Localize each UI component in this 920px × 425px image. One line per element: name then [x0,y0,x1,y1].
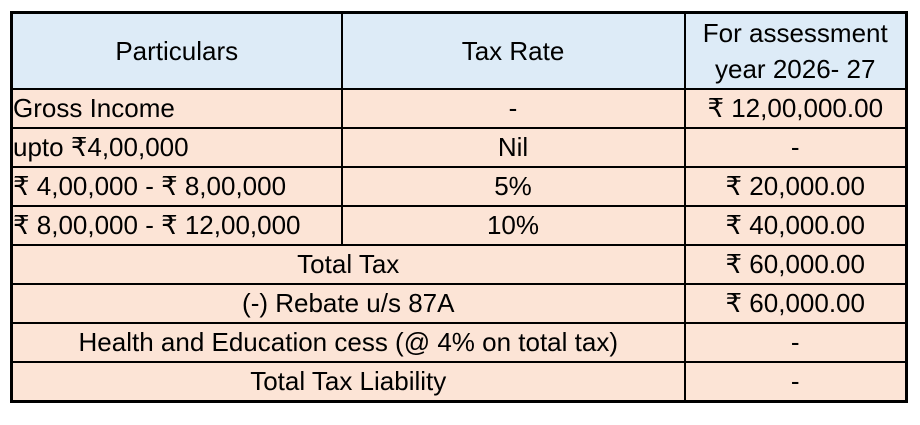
tax-computation-table: Particulars Tax Rate For assessment year… [10,11,908,403]
cell-amount: ₹ 60,000.00 [683,244,908,285]
table-row-health-education-cess: Health and Education cess (@ 4% on total… [10,322,908,363]
table-row-slab-upto-4l: upto ₹4,00,000 Nil - [10,127,908,168]
table-row-slab-4l-8l: ₹ 4,00,000 - ₹ 8,00,000 5% ₹ 20,000.00 [10,166,908,207]
cell-tax-rate: 5% [340,166,686,207]
cell-amount: ₹ 40,000.00 [683,205,908,246]
cell-summary-label: Total Tax Liability [10,361,686,403]
cell-particulars: ₹ 4,00,000 - ₹ 8,00,000 [10,166,343,207]
cell-summary-label: Total Tax [10,244,686,285]
cell-tax-rate: 10% [340,205,686,246]
assessment-year-line1: For assessment [702,18,888,48]
cell-summary-label: Health and Education cess (@ 4% on total… [10,322,686,363]
header-row: Particulars Tax Rate For assessment year… [10,11,908,90]
table-row-gross-income: Gross Income - ₹ 12,00,000.00 [10,88,908,129]
cell-particulars: ₹ 8,00,000 - ₹ 12,00,000 [10,205,343,246]
header-tax-rate: Tax Rate [340,11,686,90]
cell-amount: - [683,127,908,168]
table-row-rebate-87a: (-) Rebate u/s 87A ₹ 60,000.00 [10,283,908,324]
cell-tax-rate: - [340,88,686,129]
assessment-year-line2: year 2026- 27 [715,54,876,84]
cell-amount: ₹ 12,00,000.00 [683,88,908,129]
table-row-slab-8l-12l: ₹ 8,00,000 - ₹ 12,00,000 10% ₹ 40,000.00 [10,205,908,246]
cell-amount: ₹ 60,000.00 [683,283,908,324]
cell-particulars: upto ₹4,00,000 [10,127,343,168]
header-particulars: Particulars [10,11,343,90]
cell-amount: ₹ 20,000.00 [683,166,908,207]
table-row-total-tax-liability: Total Tax Liability - [10,361,908,403]
cell-amount: - [683,361,908,403]
cell-particulars: Gross Income [10,88,343,129]
cell-summary-label: (-) Rebate u/s 87A [10,283,686,324]
table-row-total-tax: Total Tax ₹ 60,000.00 [10,244,908,285]
page: Particulars Tax Rate For assessment year… [10,11,908,403]
cell-amount: - [683,322,908,363]
cell-tax-rate: Nil [340,127,686,168]
header-assessment-year: For assessment year 2026- 27 [683,11,908,90]
